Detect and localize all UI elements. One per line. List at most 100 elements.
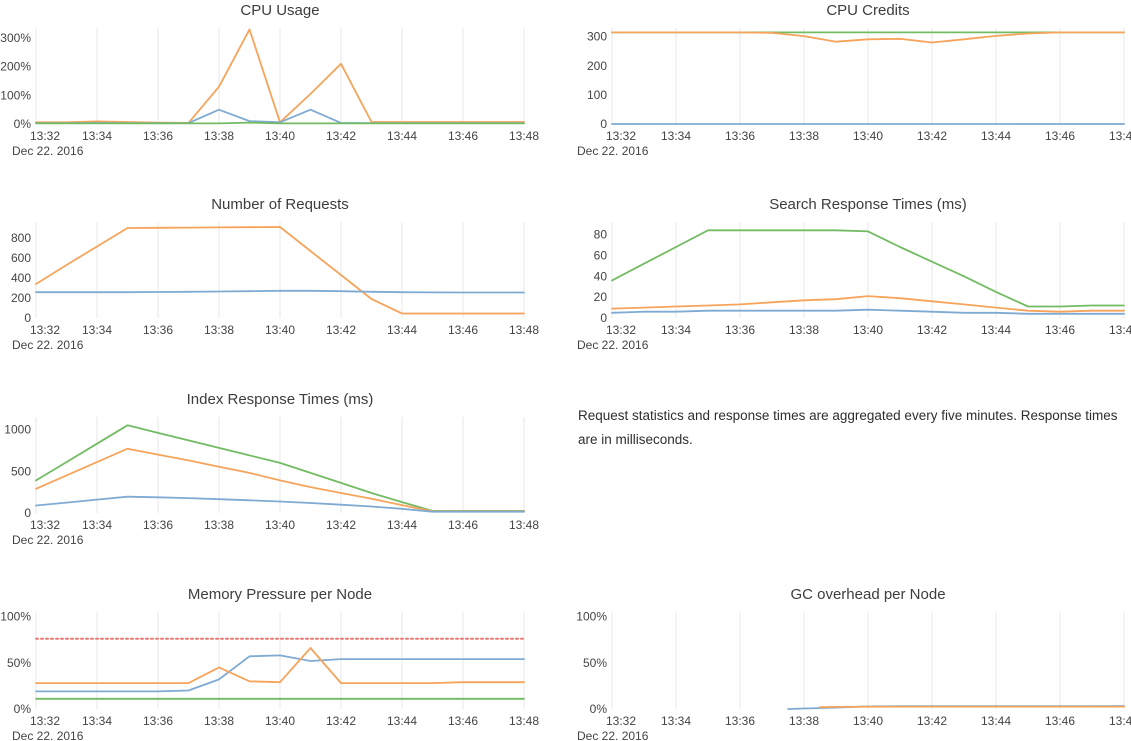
line-series-green [611, 229, 1125, 308]
x-tick-label: 13:46 [1045, 323, 1075, 337]
x-tick-label: 13:42 [326, 129, 356, 143]
x-tick-label: 13:40 [265, 129, 295, 143]
x-tick-label: 13:46 [448, 714, 478, 728]
x-tick-label: 13:46 [448, 323, 478, 337]
line-series-green [35, 121, 525, 125]
gc-overhead-plot[interactable]: 13:32 13:34 13:36 13:38 13:40 13:42 13:44 13:46… [565, 580, 1131, 741]
x-tick-label: 13:32 [30, 518, 60, 532]
x-tick-label: 13:32 [30, 129, 60, 143]
y-tick-label: 0 [24, 311, 31, 325]
x-tick-label: 13:48 [509, 323, 539, 337]
y-tick-label: 100 [587, 88, 607, 102]
y-tick-label: 0 [600, 311, 607, 325]
x-tick-label: 13:48 [509, 518, 539, 532]
date-label: Dec 22. 2016 [577, 729, 649, 741]
index-response-times-plot[interactable]: 13:32 13:34 13:36 13:38 13:40 13:42 13:44 13:46… [0, 385, 565, 550]
x-tick-label: 13:40 [265, 714, 295, 728]
y-tick-label: 0% [590, 702, 608, 716]
x-tick-label: 13:44 [981, 323, 1011, 337]
x-tick-label: 13:48 [509, 129, 539, 143]
cpu-credits-plot[interactable]: 13:32 13:34 13:36 13:38 13:40 13:42 13:44 13:46… [565, 0, 1131, 165]
y-tick-label: 500 [11, 464, 31, 478]
chart-cell-index-response-times: Index Response Times (ms) 13:32 13:34 13:3… [0, 385, 565, 550]
x-tick-label: 13:44 [981, 714, 1011, 728]
x-tick-label: 13:44 [387, 518, 417, 532]
y-tick-label: 300 [587, 30, 607, 44]
x-tick-label: 13:32 [606, 129, 636, 143]
x-tick-label: 13:46 [448, 129, 478, 143]
line-series-orange [611, 295, 1125, 313]
line-series-blue [35, 289, 525, 294]
y-tick-label: 800 [11, 231, 31, 245]
x-tick-label: 13:42 [326, 518, 356, 532]
x-tick-label: 13:46 [448, 518, 478, 532]
date-label: Dec 22. 2016 [12, 338, 84, 352]
y-tick-label: 200 [11, 291, 31, 305]
x-tick-label: 13:34 [661, 129, 691, 143]
chart-title-index-response-times: Index Response Times (ms) [186, 391, 374, 408]
date-label: Dec 22. 2016 [12, 533, 84, 547]
line-series-blue [611, 308, 1125, 315]
line-series-orange [35, 647, 525, 684]
chart-title-cpu-credits: CPU Credits [826, 2, 910, 19]
x-tick-label: 13:40 [853, 129, 883, 143]
date-label: Dec 22. 2016 [12, 729, 84, 741]
y-tick-label: 1000 [4, 423, 31, 437]
y-tick-label: 0% [14, 117, 32, 131]
y-tick-label: 200 [587, 59, 607, 73]
x-tick-label: 13:36 [143, 518, 173, 532]
chart-title-gc-overhead: GC overhead per Node [790, 586, 946, 603]
x-tick-label: 13:34 [82, 323, 112, 337]
y-tick-label: 20 [594, 290, 608, 304]
y-tick-label: 100% [0, 88, 31, 102]
chart-title-memory-pressure: Memory Pressure per Node [187, 586, 373, 603]
x-tick-label: 13:40 [265, 323, 295, 337]
date-label: Dec 22. 2016 [577, 338, 649, 352]
memory-pressure-plot[interactable]: 13:32 13:34 13:36 13:38 13:40 13:42 13:44 13:46… [0, 580, 565, 741]
cpu-usage-plot[interactable]: 13:32 13:34 13:36 13:38 13:40 13:42 13:44 13:46… [0, 0, 565, 165]
x-tick-label: 13:42 [326, 323, 356, 337]
x-tick-label: 13:32 [30, 714, 60, 728]
chart-title-search-response-times: Search Response Times (ms) [769, 196, 967, 213]
x-tick-label: 13:38 [204, 714, 234, 728]
y-tick-label: 80 [594, 228, 608, 242]
x-tick-label: 13:40 [853, 323, 883, 337]
line-series-orange [35, 226, 525, 315]
line-series-orange [819, 705, 1125, 709]
x-tick-label: 13:40 [853, 714, 883, 728]
number-of-requests-plot[interactable]: 13:32 13:34 13:36 13:38 13:40 13:42 13:44 13:46… [0, 190, 565, 355]
x-tick-label: 13:40 [265, 518, 295, 532]
chart-cell-memory-pressure: Memory Pressure per Node 13:32 13:34 13:36… [0, 580, 565, 741]
x-tick-label: 13:38 [204, 518, 234, 532]
x-tick-label: 13:38 [789, 323, 819, 337]
y-tick-label: 600 [11, 251, 31, 265]
chart-cell-number-of-requests: Number of Requests 13:32 13:34 13:36 13:38 1… [0, 190, 565, 355]
x-tick-label: 13:44 [387, 714, 417, 728]
y-tick-label: 100% [576, 610, 607, 624]
x-tick-label: 13:46 [1045, 714, 1075, 728]
x-tick-label: 13:34 [661, 714, 691, 728]
x-tick-label: 13:32 [606, 714, 636, 728]
chart-title-cpu-usage: CPU Usage [240, 2, 320, 19]
x-tick-label: 13:36 [725, 323, 755, 337]
chart-cell-gc-overhead: GC overhead per Node 13:32 13:34 13:36 13:3… [565, 580, 1131, 741]
line-series-blue [35, 654, 525, 693]
chart-cell-search-response-times: Search Response Times (ms) 13:32 13:34 13:… [565, 190, 1131, 355]
x-tick-label: 13:48 [1109, 714, 1131, 728]
x-tick-label: 13:42 [917, 129, 947, 143]
y-tick-label: 50% [7, 656, 31, 670]
x-tick-label: 13:36 [143, 714, 173, 728]
x-tick-label: 13:36 [143, 323, 173, 337]
y-tick-label: 0 [24, 506, 31, 520]
search-response-times-plot[interactable]: 13:32 13:34 13:36 13:38 13:40 13:42 13:44 13:46… [565, 190, 1131, 355]
date-label: Dec 22. 2016 [577, 144, 649, 158]
y-tick-label: 0 [600, 117, 607, 131]
x-tick-label: 13:36 [725, 714, 755, 728]
note-text: Request statistics and response times ar… [578, 408, 1118, 448]
y-tick-label: 100% [0, 610, 31, 624]
y-tick-label: 300% [0, 31, 31, 45]
y-tick-label: 40 [594, 269, 608, 283]
x-tick-label: 13:42 [326, 714, 356, 728]
x-tick-label: 13:38 [204, 323, 234, 337]
